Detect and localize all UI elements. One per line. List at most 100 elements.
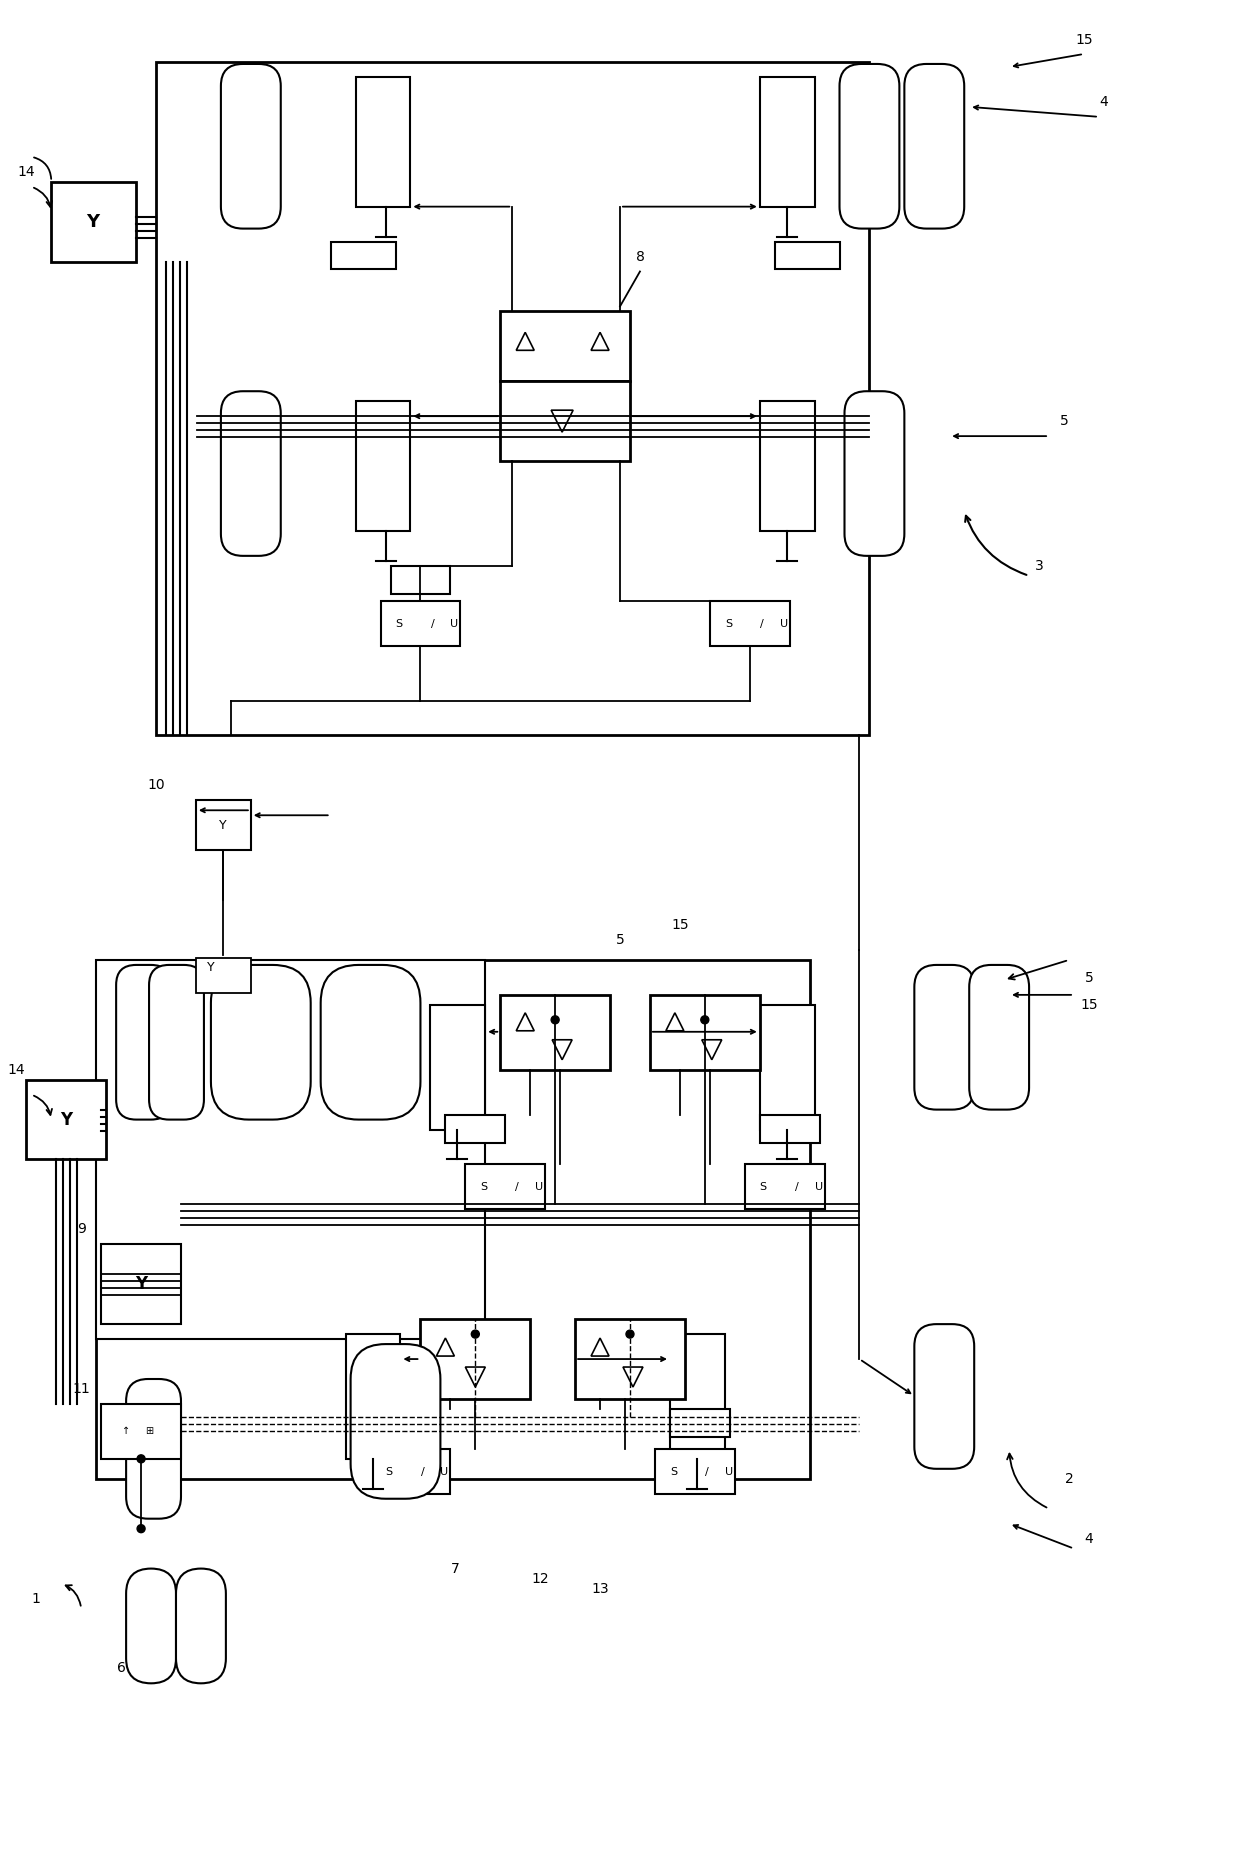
FancyBboxPatch shape	[970, 965, 1029, 1110]
Text: 6: 6	[117, 1661, 125, 1675]
Bar	[445, 1115, 505, 1143]
Circle shape	[471, 1330, 480, 1338]
Bar	[26, 1080, 107, 1160]
Text: 11: 11	[72, 1383, 91, 1396]
Text: U: U	[724, 1467, 733, 1476]
Bar	[391, 565, 450, 593]
Text: 1: 1	[32, 1592, 41, 1605]
Bar	[670, 1409, 730, 1437]
Bar	[465, 1164, 546, 1209]
Text: U: U	[815, 1182, 822, 1192]
Text: 15: 15	[1075, 34, 1092, 47]
Text: /: /	[420, 1467, 424, 1476]
FancyBboxPatch shape	[149, 965, 203, 1119]
Circle shape	[551, 1016, 559, 1023]
Bar	[102, 1403, 181, 1459]
Text: ⊞: ⊞	[145, 1426, 153, 1435]
Text: 5: 5	[615, 934, 625, 947]
FancyBboxPatch shape	[126, 1379, 181, 1519]
Text: S: S	[396, 619, 403, 629]
Bar	[356, 400, 410, 531]
Bar	[420, 1319, 531, 1400]
Text: 9: 9	[77, 1222, 86, 1237]
FancyBboxPatch shape	[221, 64, 280, 228]
Text: S: S	[760, 1182, 766, 1192]
Bar	[760, 77, 815, 206]
FancyBboxPatch shape	[211, 965, 311, 1119]
Bar	[97, 960, 810, 1478]
Bar	[650, 995, 760, 1070]
Text: 10: 10	[148, 778, 165, 791]
Bar	[760, 1115, 820, 1143]
Text: /: /	[760, 619, 764, 629]
Text: /: /	[704, 1467, 709, 1476]
FancyBboxPatch shape	[351, 1343, 440, 1499]
Bar	[361, 1409, 420, 1437]
Circle shape	[701, 1016, 709, 1023]
Text: Y: Y	[207, 962, 215, 975]
Text: S: S	[670, 1467, 677, 1476]
Text: Y: Y	[61, 1111, 72, 1128]
Text: ↑: ↑	[122, 1426, 130, 1435]
FancyBboxPatch shape	[126, 1568, 176, 1684]
Bar	[709, 601, 790, 645]
Text: /: /	[795, 1182, 799, 1192]
Text: 4: 4	[1100, 95, 1109, 109]
Bar	[500, 311, 630, 382]
Text: 14: 14	[7, 1063, 25, 1076]
Text: /: /	[430, 619, 434, 629]
FancyBboxPatch shape	[117, 965, 171, 1119]
Bar	[745, 1164, 825, 1209]
Text: 14: 14	[17, 165, 35, 180]
Text: U: U	[536, 1182, 543, 1192]
Bar	[381, 601, 460, 645]
Bar	[102, 1244, 181, 1325]
Bar	[196, 958, 250, 994]
FancyBboxPatch shape	[914, 965, 975, 1110]
Bar	[500, 995, 610, 1070]
Bar	[156, 62, 869, 735]
Bar	[346, 1334, 401, 1459]
Text: U: U	[780, 619, 787, 629]
Text: Y: Y	[135, 1276, 148, 1293]
Bar	[670, 1334, 724, 1459]
Text: 7: 7	[451, 1562, 460, 1575]
FancyBboxPatch shape	[221, 391, 280, 556]
Circle shape	[626, 1330, 634, 1338]
Text: U: U	[440, 1467, 449, 1476]
Text: S: S	[724, 619, 732, 629]
Bar	[500, 382, 630, 460]
Bar	[371, 1448, 450, 1493]
Bar	[97, 960, 485, 1340]
Text: S: S	[386, 1467, 393, 1476]
Text: 15: 15	[671, 919, 688, 932]
Bar	[575, 1319, 684, 1400]
Bar	[331, 241, 396, 269]
Text: 13: 13	[591, 1581, 609, 1596]
Text: Y: Y	[87, 213, 99, 230]
Text: 2: 2	[1065, 1472, 1074, 1486]
Text: 15: 15	[1080, 997, 1097, 1012]
FancyBboxPatch shape	[844, 391, 904, 556]
FancyBboxPatch shape	[176, 1568, 226, 1684]
Text: 3: 3	[1034, 559, 1043, 573]
Text: U: U	[450, 619, 459, 629]
Text: 8: 8	[636, 249, 645, 264]
Bar	[775, 241, 839, 269]
Bar	[760, 1005, 815, 1130]
FancyBboxPatch shape	[904, 64, 965, 228]
Bar	[356, 77, 410, 206]
FancyBboxPatch shape	[839, 64, 899, 228]
Circle shape	[138, 1456, 145, 1463]
Bar	[51, 181, 136, 262]
Text: 5: 5	[1085, 971, 1094, 984]
Bar	[655, 1448, 735, 1493]
Text: 5: 5	[1060, 413, 1069, 428]
Bar	[196, 801, 250, 849]
Text: 12: 12	[532, 1572, 549, 1585]
Text: Y: Y	[219, 819, 227, 833]
FancyBboxPatch shape	[321, 965, 420, 1119]
Text: S: S	[480, 1182, 487, 1192]
Circle shape	[138, 1525, 145, 1532]
Text: 4: 4	[1085, 1532, 1094, 1545]
